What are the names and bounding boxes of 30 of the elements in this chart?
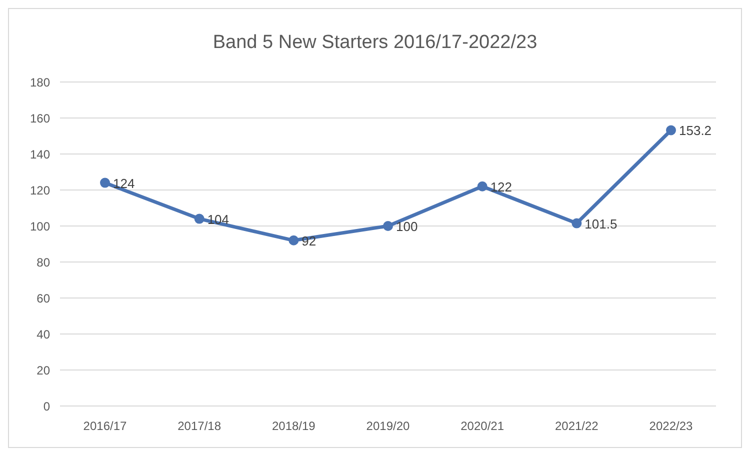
point: [477, 181, 488, 192]
data-label: 100: [396, 219, 418, 234]
point: [383, 221, 393, 231]
x-tick-label: 2021/22: [554, 419, 599, 433]
point: [666, 125, 676, 136]
data-label: 124: [113, 176, 135, 191]
data-label: 101.5: [584, 216, 618, 232]
y-tick-label: 0: [43, 400, 50, 414]
y-tick-label: 100: [30, 220, 50, 234]
point: [194, 214, 204, 224]
point: [288, 235, 299, 246]
point: [572, 218, 582, 228]
x-tick-label: 2017/18: [178, 419, 222, 433]
x-tick-label: 2019/20: [366, 419, 410, 433]
data-label: 122: [490, 179, 512, 194]
data-label: 153.2: [679, 123, 712, 138]
x-tick-label: 2016/17: [83, 419, 128, 433]
y-tick-label: 80: [36, 256, 50, 270]
y-tick-label: 140: [30, 148, 50, 162]
x-tick-label: 2020/21: [460, 419, 504, 433]
y-tick-label: 60: [36, 292, 50, 306]
y-tick-label: 180: [30, 76, 50, 90]
y-tick-label: 120: [30, 184, 50, 198]
y-tick-label: 20: [36, 364, 50, 378]
y-tick-label: 160: [30, 112, 50, 126]
point: [100, 178, 110, 188]
x-tick-label: 2022/23: [649, 419, 694, 433]
chart-title: Band 5 New Starters 2016/17-2022/23: [212, 32, 538, 53]
y-tick-label: 40: [36, 328, 50, 342]
x-tick-label: 2018/19: [272, 419, 316, 433]
